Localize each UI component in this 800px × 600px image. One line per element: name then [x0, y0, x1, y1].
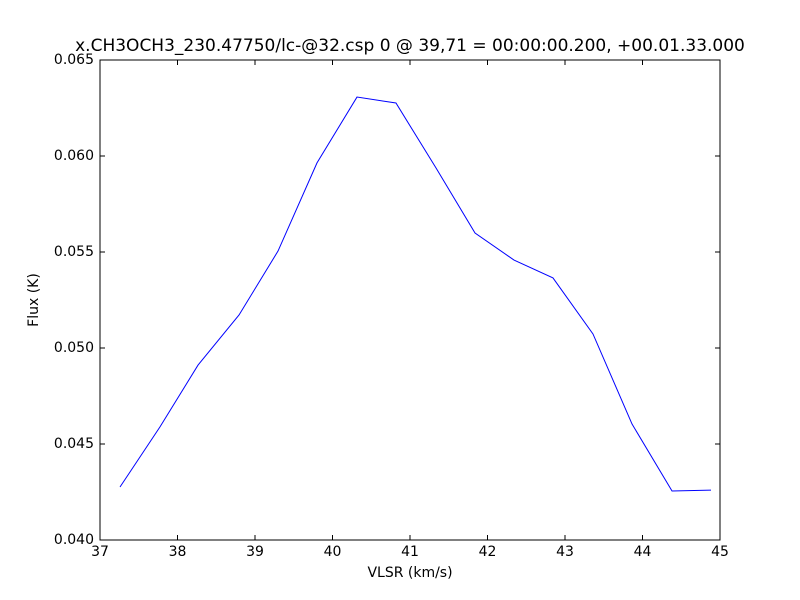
y-tick-label: 0.050 — [54, 340, 94, 356]
y-tick-label: 0.045 — [54, 436, 94, 452]
x-tick-label: 44 — [634, 544, 652, 560]
chart-title: x.CH3OCH3_230.47750/lc-@32.csp 0 @ 39,71… — [75, 36, 745, 56]
x-tick-label: 38 — [169, 544, 187, 560]
x-tick-label: 42 — [479, 544, 497, 560]
data-line — [119, 96, 712, 492]
y-tick-label: 0.065 — [54, 52, 94, 68]
x-tick-label: 40 — [324, 544, 342, 560]
y-tick-label: 0.060 — [54, 148, 94, 164]
y-tick-label: 0.055 — [54, 244, 94, 260]
x-tick-label: 41 — [401, 544, 419, 560]
x-tick-label: 39 — [246, 544, 264, 560]
x-axis-label: VLSR (km/s) — [367, 565, 452, 581]
y-axis-label: Flux (K) — [26, 273, 42, 327]
y-tick-label: 0.040 — [54, 532, 94, 548]
x-tick-label: 37 — [91, 544, 109, 560]
x-tick-label: 45 — [711, 544, 729, 560]
x-tick-label: 43 — [556, 544, 574, 560]
